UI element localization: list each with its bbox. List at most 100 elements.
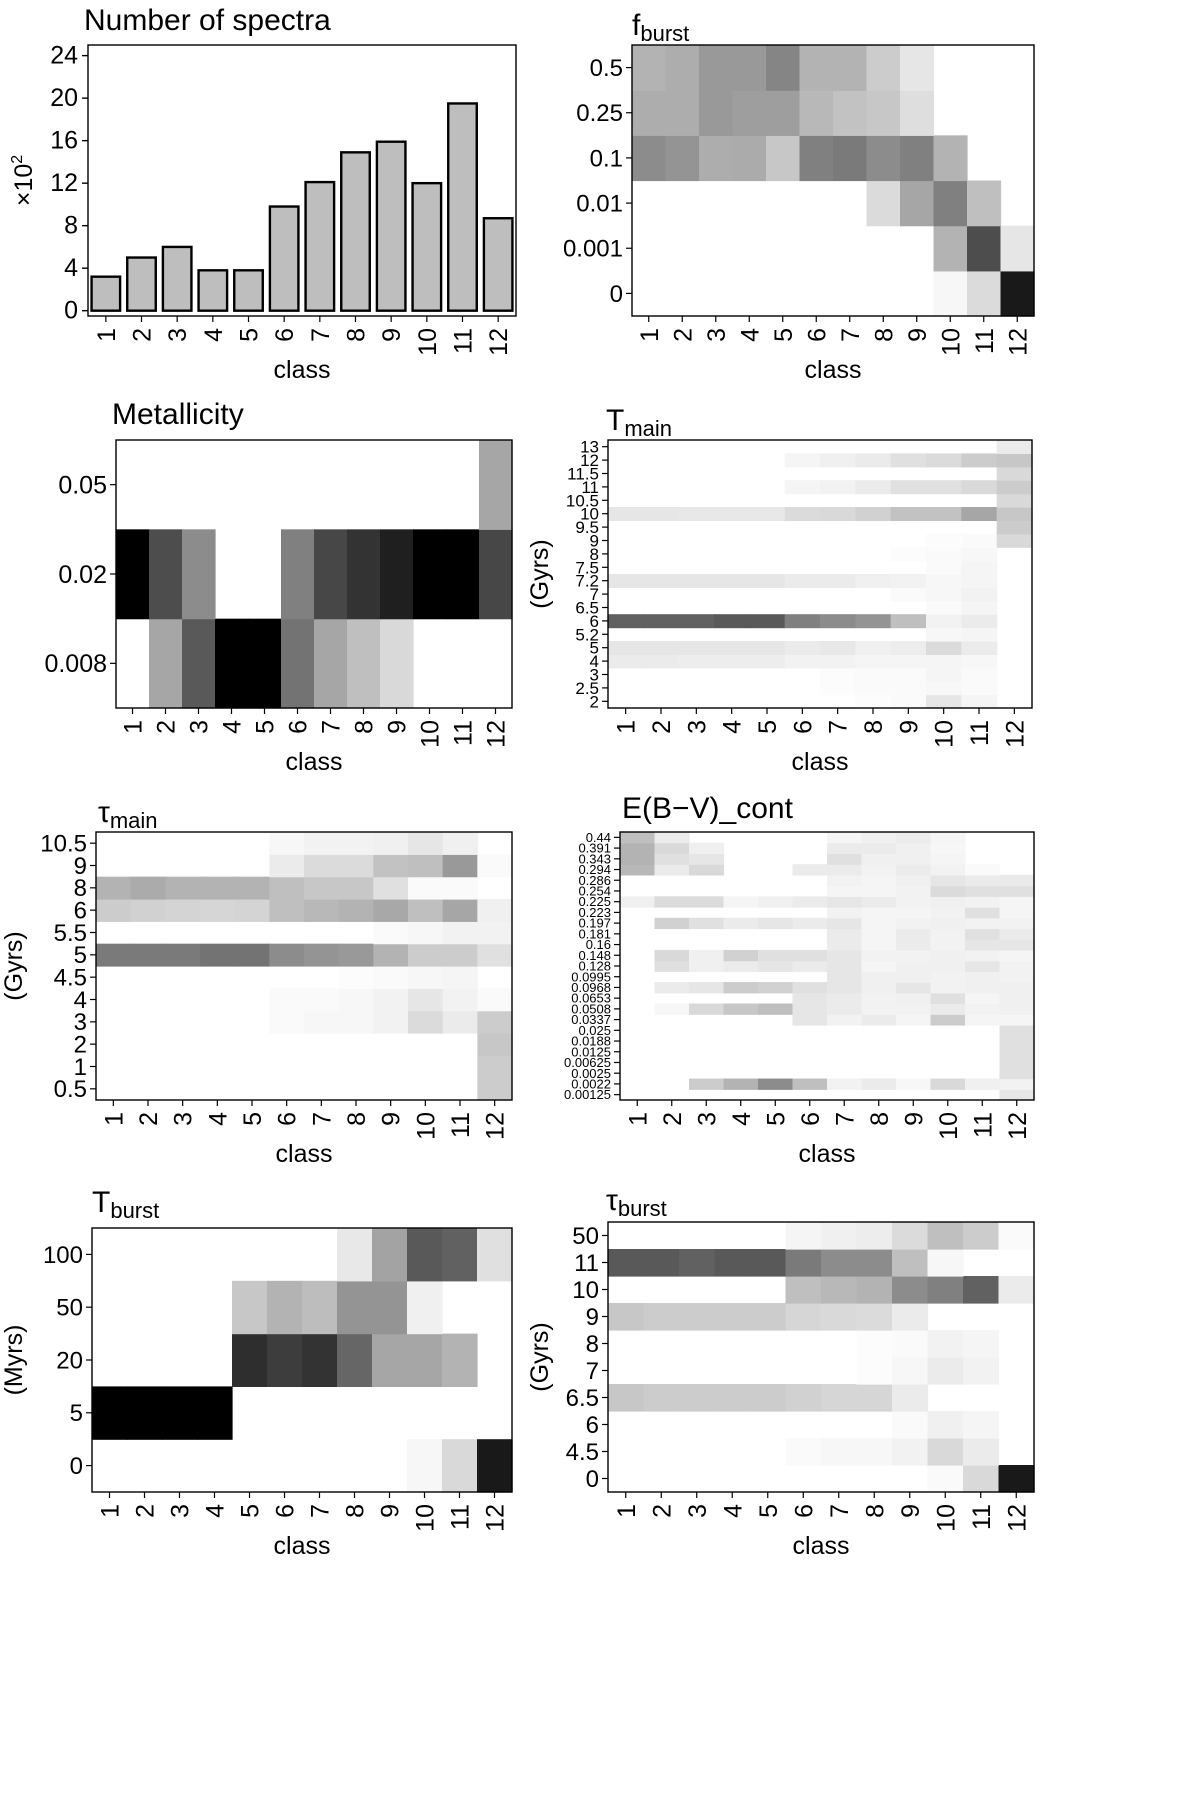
y-tick-label: 0.0125	[571, 1044, 611, 1059]
x-tick-label: 11	[969, 1112, 997, 1138]
y-tick-label: 0.0022	[571, 1076, 611, 1091]
x-tick-label: 10	[412, 1112, 440, 1140]
y-tick-label: 0.16	[586, 937, 611, 952]
heatmap-cell	[827, 853, 863, 865]
x-axis-label: class	[799, 1140, 856, 1168]
bar	[447, 102, 478, 312]
heatmap-cell	[442, 899, 478, 922]
x-tick-label: 12	[1001, 720, 1029, 748]
heatmap-cell	[861, 992, 897, 1005]
heatmap-cell	[827, 992, 863, 1005]
heatmap-cell	[678, 641, 715, 655]
heatmap-cell	[127, 1386, 163, 1440]
heatmap-cell	[149, 618, 183, 709]
y-tick-label: 9.5	[575, 518, 599, 537]
heatmap-cell	[827, 896, 863, 908]
heatmap-cell	[200, 899, 236, 922]
heatmap-cell	[96, 876, 132, 900]
heatmap-cell	[784, 453, 821, 468]
x-tick-label: 8	[351, 720, 379, 734]
heatmap-cell	[477, 899, 513, 922]
heatmap-cell	[963, 1438, 1000, 1466]
panel-title: Metallicity	[112, 398, 244, 431]
x-tick-label: 2	[659, 1112, 687, 1126]
heatmap-cell	[820, 681, 856, 696]
heatmap-cell	[232, 1333, 268, 1387]
heatmap-cell	[930, 1003, 966, 1015]
heatmap-cell	[477, 1055, 513, 1079]
heatmap-cell	[620, 853, 656, 865]
heatmap-cell	[961, 507, 998, 521]
heatmap-cell	[861, 917, 897, 930]
heatmap-cell	[689, 1003, 725, 1015]
x-tick-label: 5	[755, 1504, 783, 1518]
x-tick-label: 9	[384, 720, 412, 734]
y-tick-label: 0	[610, 281, 623, 308]
heatmap-cell	[304, 1010, 340, 1034]
x-axis-label: class	[805, 356, 862, 384]
x-axis-label: class	[274, 356, 331, 384]
bar	[304, 180, 336, 312]
heatmap-cell	[654, 982, 690, 994]
heatmap-cell	[714, 1384, 751, 1412]
y-tick-label: 0.00625	[564, 1055, 611, 1070]
y-tick-label: 4.5	[566, 1439, 599, 1466]
heatmap-cell	[965, 1014, 1001, 1026]
heatmap-cell	[338, 988, 374, 1012]
x-tick-label: 2	[153, 720, 181, 734]
heatmap-cell	[380, 529, 414, 620]
heatmap-cell	[827, 960, 863, 972]
heatmap-cell	[866, 90, 901, 136]
heatmap-cell	[965, 1003, 1001, 1015]
heatmap-cell	[892, 1249, 929, 1277]
x-axis-label: class	[792, 748, 849, 776]
heatmap-cell	[338, 943, 374, 967]
x-tick-label: 6	[271, 328, 299, 342]
x-tick-label: 11	[966, 720, 994, 746]
y-tick-label: 0.286	[578, 873, 611, 888]
y-axis-label: (Gyrs)	[526, 539, 554, 608]
x-tick-label: 3	[164, 328, 192, 342]
heatmap-cell	[933, 225, 968, 272]
heatmap-cell	[608, 1384, 645, 1412]
heatmap-cell	[930, 960, 966, 972]
y-tick-label: 6	[586, 1412, 599, 1439]
heatmap-cell	[678, 507, 715, 521]
heatmap-cell	[855, 641, 892, 655]
heatmap-cell	[833, 135, 868, 182]
plot-frame	[607, 1221, 1035, 1493]
heatmap-cell	[784, 614, 821, 629]
heatmap-cell	[632, 135, 667, 182]
y-tick-label: 8	[590, 545, 599, 564]
heatmap-cell	[930, 917, 966, 930]
heatmap-cell	[821, 1222, 858, 1250]
x-tick-label: 6	[285, 720, 313, 734]
heatmap-cell	[165, 876, 201, 900]
heatmap-cell	[999, 917, 1035, 930]
y-tick-label: 9	[590, 531, 599, 550]
heatmap-cell	[749, 654, 786, 669]
heatmap-cell	[234, 876, 270, 900]
heatmap-cell	[338, 832, 374, 855]
x-tick-label: 3	[170, 1112, 198, 1126]
heatmap-cell	[856, 1384, 893, 1412]
heatmap-cell	[999, 928, 1035, 940]
heatmap-cell	[827, 982, 863, 994]
heatmap-cell	[998, 1465, 1035, 1493]
heatmap-cell	[967, 180, 1002, 227]
x-tick-label: 4	[719, 720, 747, 734]
heatmap-cell	[933, 270, 968, 317]
heatmap-cell	[866, 180, 901, 227]
y-tick-label: 16	[50, 127, 78, 155]
heatmap-cell	[200, 876, 236, 900]
x-tick-label: 2	[648, 1504, 676, 1518]
heatmap-cell	[861, 874, 897, 887]
heatmap-cell	[996, 453, 1033, 468]
heatmap-cell	[766, 45, 801, 91]
heatmap-cell	[927, 1330, 964, 1358]
heatmap-cell	[732, 90, 767, 136]
heatmap-cell	[927, 1249, 964, 1277]
heatmap-cell	[643, 1249, 680, 1277]
heatmap-cell	[281, 529, 315, 620]
y-tick-label: 2	[590, 692, 599, 711]
